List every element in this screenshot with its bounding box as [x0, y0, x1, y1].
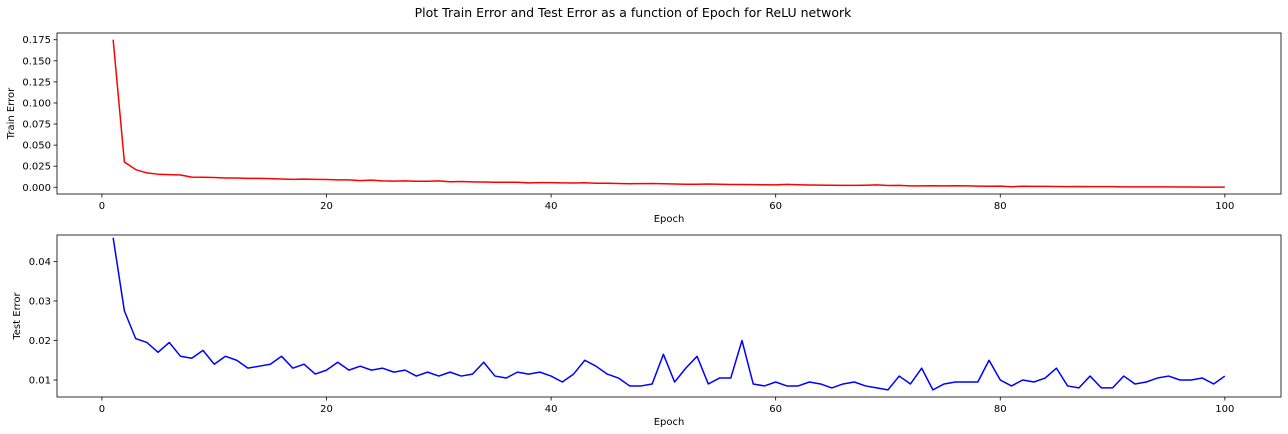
train-error-plot: 0 20 40 60 80 100 0.000 0.025 0.050 0.075 0.100 0.1… [6, 32, 1282, 225]
train-y-axis-label: Train Error [6, 87, 17, 140]
train-y-tick-label: 0.100 [22, 98, 51, 109]
train-x-tick-label: 80 [994, 201, 1007, 212]
test-x-tick-label: 60 [769, 404, 782, 415]
train-x-tick-label: 20 [320, 201, 333, 212]
test-x-tick-label: 0 [99, 404, 105, 415]
test-y-tick-label: 0.03 [29, 296, 51, 307]
train-x-tick-label: 100 [1215, 201, 1234, 212]
train-x-tick-label: 0 [99, 201, 105, 212]
test-x-tick-label: 20 [320, 404, 333, 415]
train-x-tick-label: 60 [769, 201, 782, 212]
figure-title: Plot Train Error and Test Error as a fun… [415, 5, 853, 20]
train-x-tick-label: 40 [545, 201, 558, 212]
train-axes-frame [56, 32, 1282, 195]
train-x-axis-label: Epoch [654, 214, 685, 225]
train-y-tick-label: 0.050 [22, 141, 51, 152]
train-y-tick-label: 0.150 [22, 56, 51, 67]
test-x-tick-label: 80 [994, 404, 1007, 415]
train-y-tick-label: 0.025 [22, 162, 51, 173]
test-axes-frame [56, 234, 1282, 398]
train-y-tick-label: 0.000 [22, 183, 51, 194]
test-error-plot: 0 20 40 60 80 100 0.01 0.02 0.03 0.04 Epoch Test Er… [12, 234, 1282, 428]
test-y-axis-label: Test Error [12, 291, 23, 340]
test-x-axis-label: Epoch [654, 417, 685, 428]
train-error-series-line [112, 39, 1225, 188]
test-x-tick-label: 40 [545, 404, 558, 415]
test-y-tick-label: 0.02 [29, 336, 51, 347]
train-y-tick-label: 0.125 [22, 77, 51, 88]
test-x-tick-label: 100 [1215, 404, 1234, 415]
train-y-tick-label: 0.175 [22, 35, 51, 46]
train-y-tick-label: 0.075 [22, 120, 51, 131]
test-y-tick-label: 0.04 [29, 257, 51, 268]
test-error-series-line [112, 237, 1226, 391]
test-y-tick-label: 0.01 [29, 376, 51, 387]
